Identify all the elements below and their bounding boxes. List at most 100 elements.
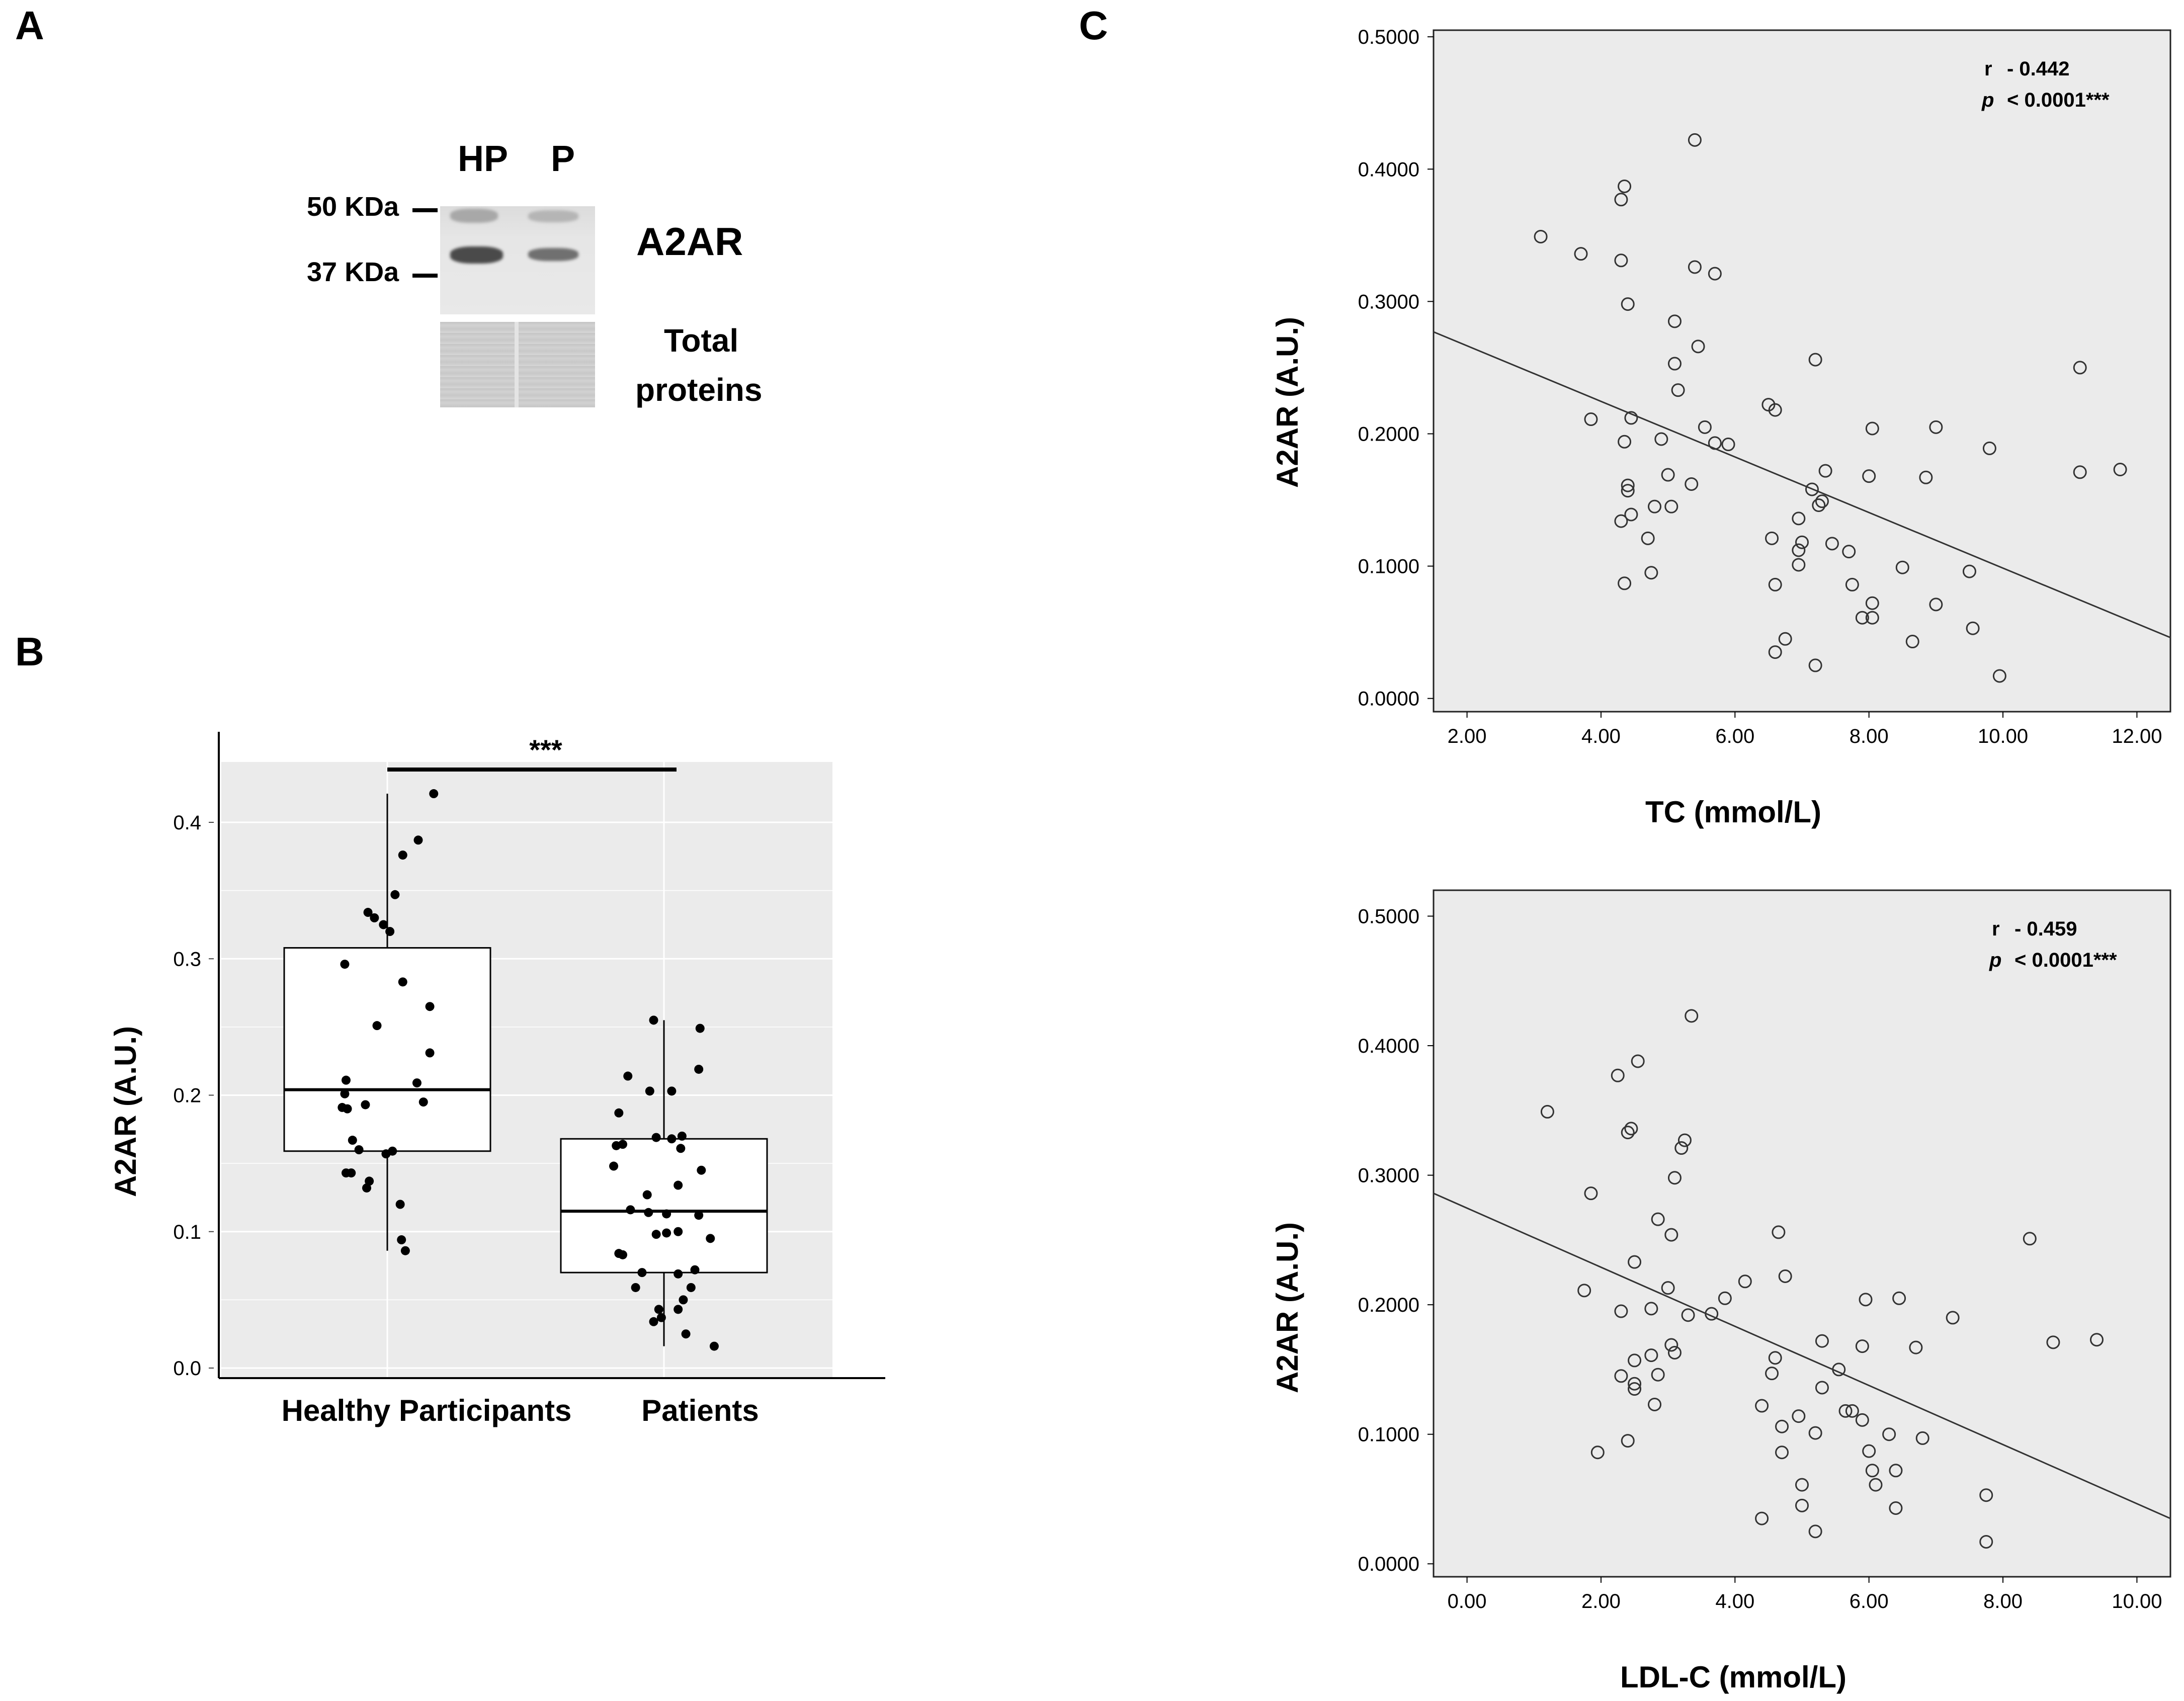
- data-point: [1661, 468, 1675, 482]
- x-tick-label: 10.00: [1978, 725, 2028, 747]
- data-point: [397, 1235, 406, 1245]
- data-point: [361, 1100, 370, 1110]
- data-point: [1842, 545, 1856, 559]
- data-point: [662, 1228, 671, 1238]
- data-point: [1979, 1535, 1993, 1549]
- data-point: [1832, 1363, 1846, 1377]
- data-point: [1661, 1281, 1675, 1295]
- data-point: [1664, 1338, 1678, 1352]
- data-point: [662, 1209, 671, 1219]
- data-point: [362, 1183, 371, 1193]
- data-point: [1614, 253, 1628, 268]
- data-point: [1929, 420, 1943, 434]
- data-point: [645, 1086, 654, 1096]
- data-point: [1775, 1445, 1789, 1460]
- data-point: [695, 1024, 705, 1033]
- data-point: [1614, 1304, 1628, 1318]
- y-axis-title: A2AR (A.U.): [1271, 317, 1304, 488]
- data-point: [1859, 1293, 1873, 1307]
- data-point: [694, 1064, 704, 1074]
- data-point: [709, 1341, 719, 1351]
- data-point: [1628, 1255, 1642, 1269]
- y-tick-label: 0.0000: [1358, 688, 1419, 710]
- y-tick-label: 0.1000: [1358, 1424, 1419, 1446]
- data-point: [1628, 1382, 1642, 1396]
- data-point: [1792, 512, 1806, 526]
- y-tick-label: 0.5000: [1358, 906, 1419, 928]
- data-point: [340, 1089, 350, 1098]
- data-point: [1845, 1404, 1859, 1418]
- data-point: [1808, 353, 1822, 367]
- data-point: [342, 1075, 351, 1085]
- data-point: [1685, 1009, 1699, 1023]
- data-point: [390, 890, 400, 899]
- panel-label-a: A: [15, 3, 44, 48]
- data-point: [1795, 1498, 1809, 1512]
- data-point: [1664, 499, 1678, 514]
- data-point: [1654, 432, 1668, 446]
- data-point: [1577, 1284, 1591, 1298]
- annotation-r-value: - 0.459: [2014, 918, 2077, 940]
- annotation-r-value: - 0.442: [2007, 58, 2070, 80]
- data-point: [1674, 1141, 1689, 1155]
- data-point: [1644, 566, 1658, 580]
- box: [560, 1138, 768, 1273]
- data-point: [677, 1131, 687, 1141]
- data-point: [1808, 1524, 1822, 1539]
- data-point: [1540, 1104, 1554, 1119]
- data-point: [1765, 531, 1779, 545]
- data-point: [1621, 1434, 1635, 1448]
- data-point: [667, 1134, 677, 1144]
- data-point: [654, 1305, 663, 1314]
- data-point: [1624, 1122, 1638, 1136]
- data-point: [1855, 1339, 1869, 1353]
- data-point: [697, 1165, 706, 1175]
- data-point: [1818, 464, 1832, 478]
- loading-label-line2: proteins: [635, 372, 763, 408]
- data-point: [1648, 499, 1661, 514]
- data-point: [686, 1283, 696, 1292]
- y-tick-label: 0.5000: [1358, 26, 1419, 48]
- data-point: [1667, 1171, 1682, 1185]
- data-point: [1795, 1478, 1809, 1492]
- x-tick-label: 4.00: [1715, 1590, 1754, 1612]
- x-tick-label: 0.00: [1448, 1590, 1487, 1612]
- data-point: [1574, 247, 1588, 261]
- data-point: [1905, 635, 1919, 649]
- western-blot: HP P 50 KDa 37 KDa A2AR Total proteins: [0, 0, 855, 453]
- data-point: [667, 1086, 677, 1096]
- data-point: [1815, 1334, 1829, 1348]
- data-point: [1768, 577, 1782, 591]
- data-point: [644, 1208, 653, 1217]
- data-point: [1909, 1340, 1923, 1354]
- data-point: [1644, 1348, 1658, 1363]
- annotation-r-symbol: r: [1992, 918, 2000, 940]
- data-point: [385, 927, 395, 936]
- box: [283, 947, 491, 1152]
- data-point: [347, 1168, 356, 1178]
- plot-background: [1433, 889, 2171, 1578]
- lane-label-p: P: [551, 139, 575, 179]
- data-point: [398, 850, 407, 860]
- data-point: [1992, 669, 2006, 683]
- data-point: [1865, 1464, 1879, 1478]
- x-tick-label: 12.00: [2112, 725, 2162, 747]
- data-point: [1664, 1228, 1678, 1242]
- data-point: [614, 1108, 624, 1118]
- data-point: [1614, 514, 1628, 528]
- data-point: [1721, 438, 1735, 452]
- data-point: [1825, 537, 1839, 551]
- y-tick-label: 0.1: [173, 1221, 201, 1243]
- data-point: [1946, 1311, 1960, 1325]
- blot-membrane-target: [440, 206, 595, 314]
- data-point: [2073, 361, 2087, 375]
- data-point: [1882, 1427, 1896, 1441]
- data-point: [1869, 1478, 1883, 1492]
- scatter-chart-ldl: 0.0000 0.1000 0.2000 0.3000 0.4000 0.5000 0.00…: [1271, 889, 2171, 1694]
- scatter-chart-tc: 0.0000 0.1000 0.2000 0.3000 0.4000 0.5000 2.00…: [1271, 26, 2171, 829]
- data-point: [2023, 1232, 2037, 1246]
- data-point: [1718, 1291, 1732, 1305]
- boxplot-chart: 0.0 0.1 0.2 0.3 0.4 A2AR (A.U.) Healthy Part…: [109, 732, 885, 1427]
- significance-marker: ***: [529, 734, 562, 766]
- data-point: [1808, 1426, 1822, 1440]
